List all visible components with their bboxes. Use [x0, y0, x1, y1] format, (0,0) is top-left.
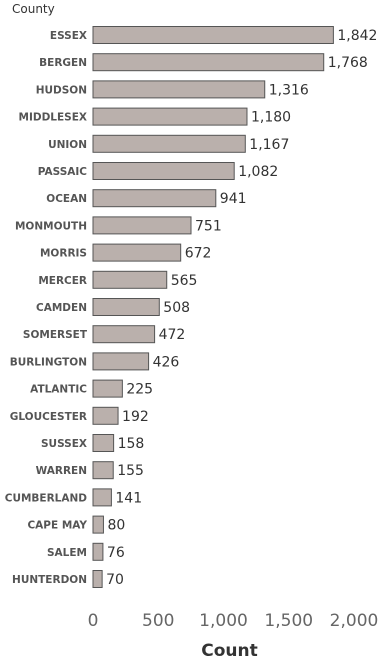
category-label: UNION	[48, 139, 87, 151]
value-label: 225	[126, 382, 153, 398]
bar[interactable]	[92, 488, 112, 507]
value-label: 155	[117, 463, 144, 479]
x-tick-label: 500	[142, 611, 174, 631]
value-label: 672	[185, 246, 212, 262]
x-tick-label: 0	[88, 611, 99, 631]
value-label: 565	[171, 273, 198, 289]
category-label: SOMERSET	[23, 329, 88, 341]
bar[interactable]	[92, 26, 334, 44]
value-label: 1,082	[238, 164, 278, 180]
value-label: 192	[122, 409, 149, 425]
category-label: MONMOUTH	[15, 220, 87, 232]
category-label: SUSSEX	[41, 438, 87, 450]
bar[interactable]	[92, 107, 248, 126]
category-label: HUNTERDON	[12, 574, 87, 586]
value-label: 76	[107, 545, 125, 561]
category-label: CUMBERLAND	[5, 492, 88, 504]
value-label: 751	[195, 218, 222, 234]
value-label: 80	[107, 518, 125, 534]
bar[interactable]	[92, 515, 104, 534]
value-label: 141	[115, 490, 142, 506]
category-label: SALEM	[47, 547, 87, 559]
bar[interactable]	[92, 134, 246, 153]
bar[interactable]	[92, 434, 115, 452]
category-label: CAMDEN	[36, 302, 87, 314]
value-label: 426	[153, 354, 180, 370]
value-label: 941	[220, 191, 247, 207]
bar[interactable]	[92, 298, 160, 316]
category-label: OCEAN	[46, 193, 87, 205]
value-label: 508	[163, 300, 190, 316]
category-label: HUDSON	[36, 84, 87, 96]
value-label: 70	[106, 572, 124, 588]
category-label: BERGEN	[39, 57, 87, 69]
category-label: MORRIS	[40, 248, 87, 260]
category-label: GLOUCESTER	[10, 411, 87, 423]
category-label: ATLANTIC	[30, 384, 87, 396]
x-axis-title: Count	[201, 641, 258, 661]
bar[interactable]	[92, 352, 150, 371]
bar[interactable]	[92, 270, 168, 289]
value-label: 472	[159, 327, 186, 343]
category-label: PASSAIC	[38, 166, 88, 178]
bar[interactable]	[92, 570, 103, 588]
category-label: ESSEX	[50, 30, 87, 42]
value-label: 1,180	[251, 110, 291, 126]
bar[interactable]	[92, 243, 182, 262]
value-label: 1,316	[269, 82, 309, 98]
category-label: MERCER	[38, 275, 87, 287]
bar[interactable]	[92, 162, 235, 180]
bar[interactable]	[92, 53, 325, 72]
category-label: CAPE MAY	[27, 520, 87, 532]
x-tick-label: 2,000	[330, 611, 379, 631]
bar[interactable]	[92, 406, 119, 425]
bar[interactable]	[92, 379, 123, 398]
category-label: BURLINGTON	[10, 356, 87, 368]
bar[interactable]	[92, 325, 156, 344]
value-label: 1,768	[328, 55, 368, 71]
value-label: 1,842	[337, 28, 377, 44]
category-header: County	[12, 2, 55, 16]
value-label: 158	[118, 436, 145, 452]
x-tick-label: 1,000	[199, 611, 248, 631]
bar[interactable]	[92, 461, 114, 480]
category-label: WARREN	[36, 465, 87, 477]
category-label: MIDDLESEX	[19, 112, 87, 124]
bar[interactable]	[92, 189, 217, 208]
value-label: 1,167	[249, 137, 289, 153]
bar[interactable]	[92, 542, 104, 561]
x-tick-label: 1,500	[264, 611, 313, 631]
bar[interactable]	[92, 80, 266, 99]
bar[interactable]	[92, 216, 192, 235]
